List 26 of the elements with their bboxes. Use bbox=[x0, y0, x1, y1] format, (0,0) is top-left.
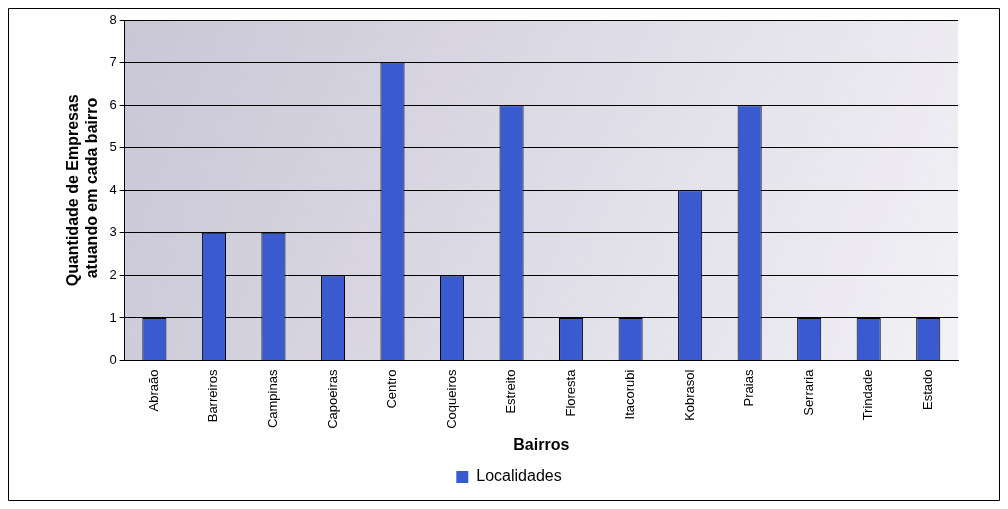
x-tick-label: Estreito bbox=[503, 369, 519, 414]
x-tick-label: Abraão bbox=[145, 369, 161, 412]
x-tick-label: Serraria bbox=[800, 368, 816, 416]
y-tick-label: 7 bbox=[109, 54, 117, 70]
x-axis-title: Bairros bbox=[513, 435, 570, 453]
y-tick-label: 0 bbox=[109, 352, 117, 368]
x-tick-label: Campinas bbox=[265, 369, 281, 429]
y-tick-label: 5 bbox=[109, 139, 117, 155]
x-tick-label: Trindade bbox=[860, 369, 876, 421]
y-tick-label: 6 bbox=[109, 96, 117, 112]
legend-label: Localidades bbox=[476, 467, 562, 485]
x-tick-label: Coqueiros bbox=[443, 369, 459, 429]
x-tick-label: Capoeiras bbox=[324, 369, 340, 429]
x-tick-label: Estado bbox=[919, 369, 935, 411]
x-tick-label: Itacorubi bbox=[622, 369, 638, 420]
x-tick-label: Floresta bbox=[562, 368, 578, 417]
y-tick-label: 8 bbox=[109, 11, 117, 27]
y-tick-label: 1 bbox=[109, 309, 117, 325]
y-tick-label: 2 bbox=[109, 266, 117, 282]
x-tick-label: Praias bbox=[741, 369, 757, 407]
x-tick-label: Kobrasol bbox=[681, 369, 697, 421]
y-axis-title: Quantidade de Empresas atuando em cada bairro bbox=[64, 94, 101, 287]
y-tick-label: 3 bbox=[109, 224, 117, 240]
x-tick-label: Barreiros bbox=[205, 369, 221, 423]
x-tick-label: Centro bbox=[384, 369, 400, 409]
y-tick-label: 4 bbox=[109, 181, 117, 197]
